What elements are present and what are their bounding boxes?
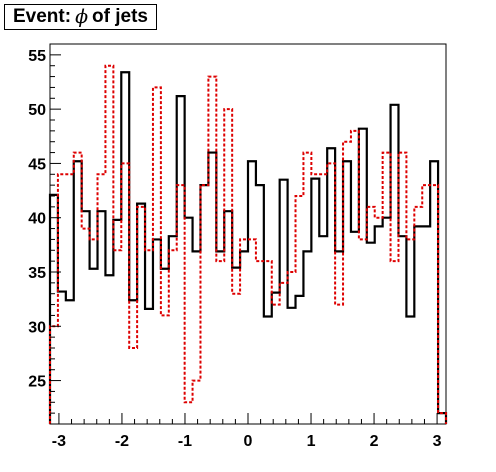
y-tick-label: 30 [28,319,46,336]
x-tick-label: 3 [433,433,442,450]
histogram-red-dashed-series [49,64,447,424]
histogram-black-solid-series [48,71,448,424]
chart-title-suffix: of jets [92,6,148,27]
x-tick-label: 1 [307,433,316,450]
chart-title-symbol: ϕ [75,6,89,28]
x-tick-label: -3 [52,433,66,450]
y-tick-label: 45 [28,156,46,173]
x-tick-label: 0 [244,433,253,450]
chart-title-prefix: Event: [13,6,72,27]
y-tick-label: 35 [28,265,46,282]
chart-title: Event: ϕ of jets [4,4,157,30]
y-tick-label: 50 [28,102,46,119]
x-tick-label: -1 [178,433,192,450]
y-tick-label: 40 [28,211,46,228]
y-tick-label: 55 [28,48,46,65]
x-tick-label: -2 [115,433,129,450]
x-tick-label: 2 [370,433,379,450]
y-tick-label: 25 [28,374,46,391]
